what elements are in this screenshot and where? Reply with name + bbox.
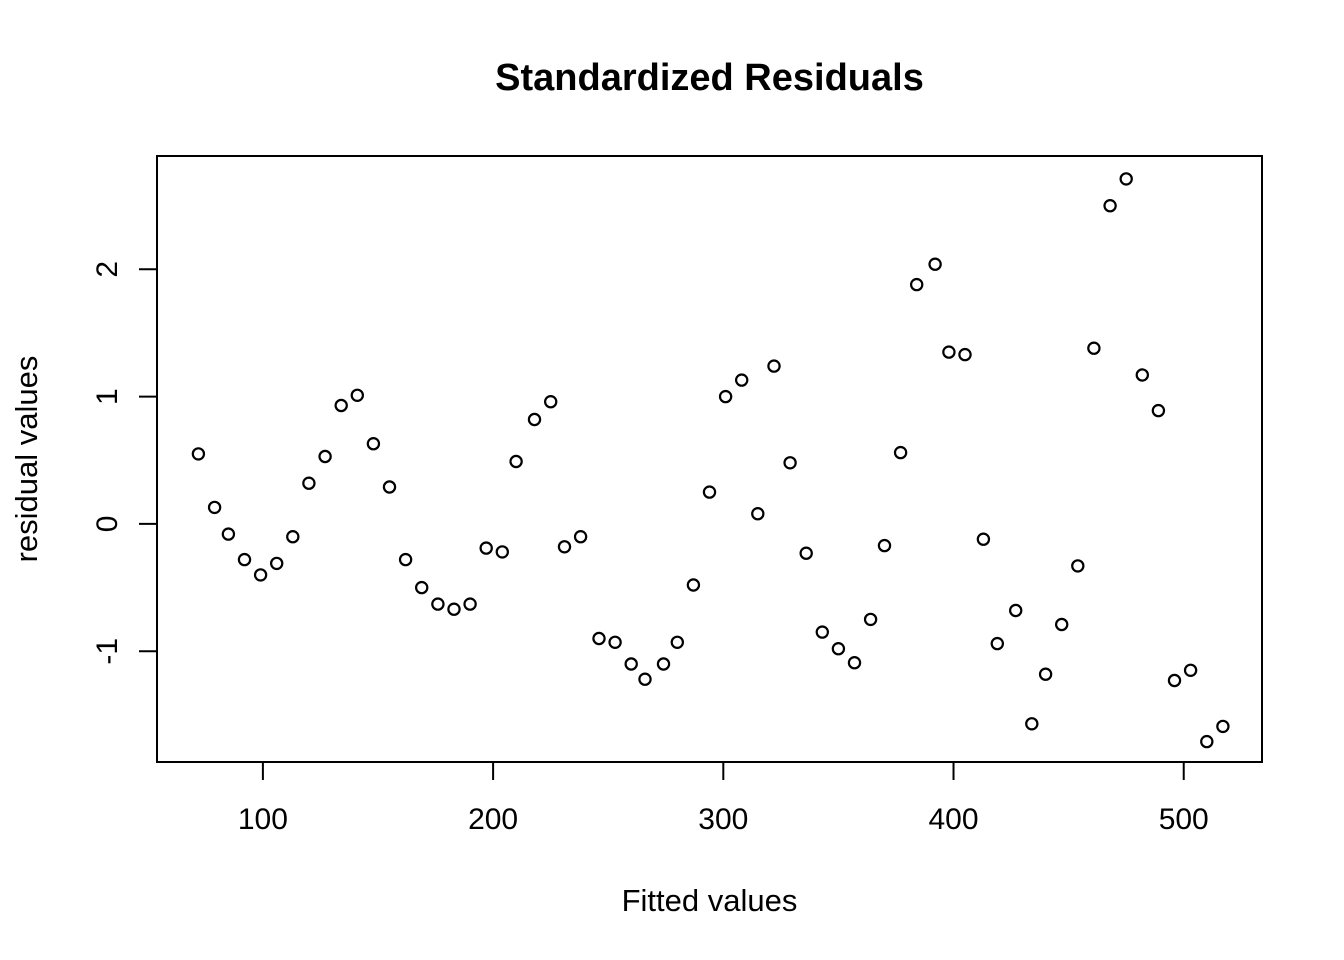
data-point bbox=[398, 552, 413, 567]
data-point bbox=[702, 485, 717, 499]
data-point bbox=[1119, 172, 1133, 186]
data-point bbox=[847, 656, 862, 670]
data-point bbox=[877, 538, 892, 553]
y-tick-label: -1 bbox=[91, 638, 124, 665]
data-point bbox=[638, 672, 652, 686]
data-point bbox=[656, 657, 671, 671]
data-point bbox=[573, 530, 588, 544]
data-point bbox=[1151, 403, 1166, 418]
data-point bbox=[1087, 341, 1101, 355]
data-point bbox=[799, 546, 813, 560]
data-point bbox=[767, 359, 781, 373]
data-point bbox=[447, 602, 461, 616]
data-point bbox=[495, 545, 509, 559]
data-point bbox=[928, 257, 942, 271]
data-point bbox=[815, 625, 830, 639]
data-point bbox=[1216, 719, 1230, 734]
data-point bbox=[318, 449, 332, 464]
data-point bbox=[191, 447, 206, 461]
data-point bbox=[302, 476, 316, 490]
y-tick-label: 0 bbox=[91, 516, 124, 533]
data-point bbox=[1200, 734, 1214, 749]
chart-title: Standardized Residuals bbox=[495, 57, 924, 99]
data-point bbox=[382, 480, 397, 494]
data-point bbox=[1009, 603, 1023, 618]
data-point bbox=[592, 631, 606, 646]
data-point bbox=[286, 530, 300, 544]
data-point bbox=[557, 540, 572, 554]
y-tick-label: 2 bbox=[91, 261, 124, 278]
data-point bbox=[910, 277, 924, 292]
x-tick-label: 100 bbox=[238, 803, 288, 836]
data-point bbox=[334, 398, 348, 413]
data-point bbox=[527, 412, 542, 427]
data-point bbox=[686, 578, 701, 592]
data-point bbox=[221, 527, 236, 541]
data-point bbox=[366, 437, 381, 451]
x-tick-label: 500 bbox=[1159, 803, 1209, 836]
data-point bbox=[735, 373, 749, 387]
data-point bbox=[1025, 717, 1039, 731]
data-point bbox=[1071, 559, 1085, 573]
data-point bbox=[1135, 368, 1150, 382]
data-point bbox=[783, 456, 797, 470]
x-tick-label: 400 bbox=[928, 803, 978, 836]
data-point bbox=[718, 389, 733, 404]
data-point bbox=[863, 612, 878, 627]
data-point bbox=[479, 541, 493, 555]
data-point bbox=[253, 568, 268, 582]
data-point bbox=[751, 507, 765, 521]
data-point bbox=[990, 636, 1005, 651]
data-point bbox=[1103, 198, 1117, 213]
data-point bbox=[942, 345, 956, 359]
plot-border bbox=[156, 155, 1263, 763]
y-tick-label: 1 bbox=[91, 388, 124, 405]
x-tick-label: 300 bbox=[698, 803, 748, 836]
data-point bbox=[893, 445, 908, 460]
data-point bbox=[415, 580, 429, 595]
data-point bbox=[976, 532, 991, 546]
data-point bbox=[509, 454, 523, 469]
data-point bbox=[1183, 663, 1198, 678]
data-point bbox=[670, 635, 685, 650]
data-point bbox=[544, 395, 558, 409]
data-point bbox=[237, 552, 252, 567]
data-point bbox=[608, 635, 622, 650]
y-axis-title: residual values bbox=[9, 355, 44, 563]
data-point bbox=[1054, 617, 1069, 632]
data-point bbox=[207, 500, 222, 515]
data-point bbox=[624, 657, 638, 671]
data-point bbox=[958, 347, 972, 362]
data-point bbox=[831, 642, 846, 656]
x-axis-title: Fitted values bbox=[621, 883, 798, 918]
x-tick-label: 200 bbox=[468, 803, 518, 836]
data-point bbox=[1038, 667, 1053, 681]
data-point bbox=[1167, 673, 1182, 688]
data-point bbox=[463, 597, 477, 611]
data-point bbox=[270, 556, 284, 571]
data-point bbox=[350, 388, 364, 402]
data-point bbox=[431, 597, 445, 611]
